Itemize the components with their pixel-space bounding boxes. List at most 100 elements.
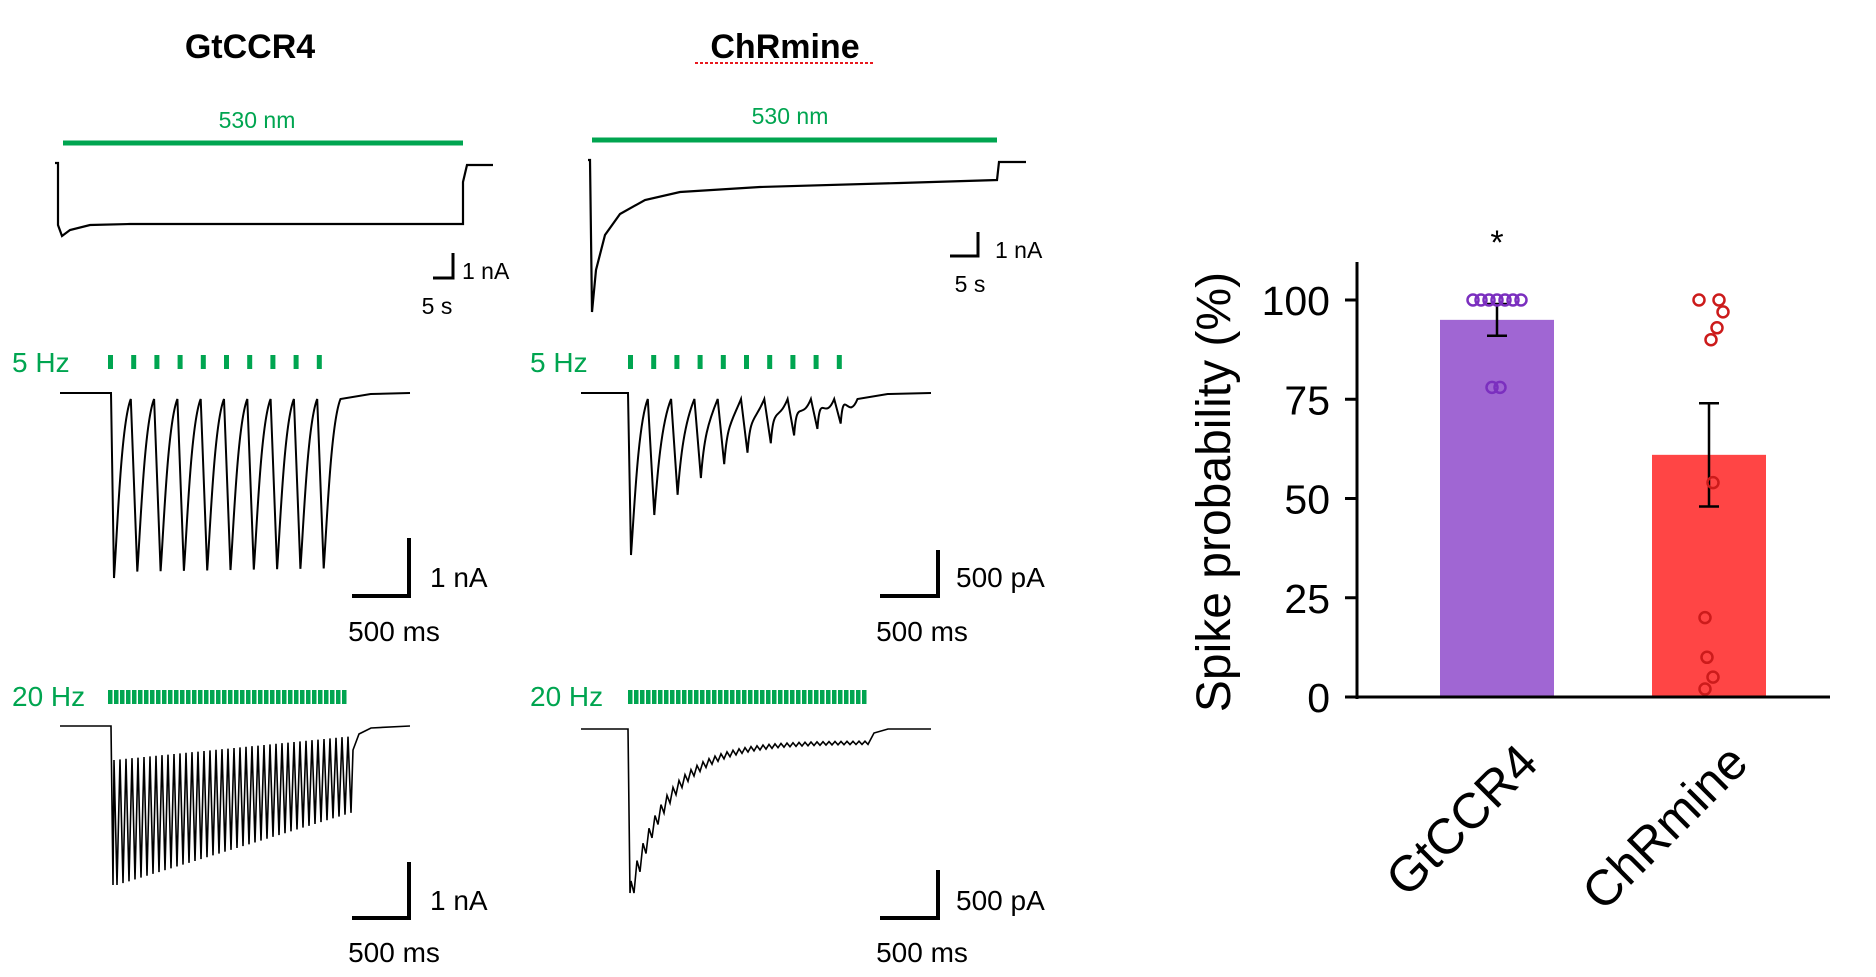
scale-bar — [880, 550, 940, 598]
light-pulse — [736, 690, 741, 704]
data-point — [1698, 610, 1712, 625]
scale-x-label: 500 ms — [348, 937, 440, 968]
light-pulse — [802, 690, 807, 704]
light-pulse — [628, 690, 633, 704]
light-pulse — [108, 690, 113, 704]
continuous-trace — [588, 158, 1026, 313]
light-pulse — [744, 355, 749, 369]
light-pulse — [820, 690, 825, 704]
light-pulse — [276, 690, 281, 704]
light-pulse — [658, 690, 663, 704]
light-pulse — [174, 690, 179, 704]
light-pulse — [342, 690, 347, 704]
light-pulse — [674, 355, 680, 369]
light-pulse — [836, 355, 842, 369]
light-pulse — [216, 690, 221, 704]
data-points — [1466, 293, 1730, 696]
light-pulse — [862, 690, 867, 704]
scale-bar — [880, 870, 940, 920]
y-axis-label: Spike probability (%) — [1188, 272, 1241, 712]
light-label: 530 nm — [219, 107, 296, 133]
light-pulse — [132, 690, 137, 704]
light-pulse — [180, 690, 185, 704]
light-pulse — [676, 690, 681, 704]
5hz-trace — [60, 392, 411, 579]
data-point — [1506, 293, 1520, 307]
y-tick-label: 25 — [1284, 576, 1330, 622]
scale-x-label: 500 ms — [348, 616, 440, 647]
y-tick-label: 75 — [1284, 377, 1330, 423]
data-point — [1706, 670, 1720, 684]
y-tick-label: 100 — [1262, 278, 1330, 324]
light-pulse — [790, 355, 796, 369]
data-point — [1706, 475, 1720, 490]
light-pulse — [246, 690, 251, 704]
scale-x-label: 500 ms — [876, 616, 968, 647]
light-pulse — [730, 690, 735, 704]
light-pulse — [306, 690, 311, 704]
data-point — [1482, 293, 1496, 307]
gtccr4-5hz-panel: 5 Hz 1 nA 500 ms — [12, 347, 488, 647]
light-pulse — [312, 690, 317, 704]
light-pulse — [200, 355, 206, 369]
light-pulse — [270, 690, 275, 704]
scale-bar — [950, 232, 980, 258]
light-pulse — [767, 355, 773, 369]
spike-probability-chart: Spike probability (%) 0 25 50 75 100 * GtCCR… — [1188, 224, 1830, 921]
light-pulse — [724, 690, 729, 704]
significance-marker: * — [1490, 224, 1503, 262]
light-pulse — [162, 690, 167, 704]
scale-x-label: 500 ms — [876, 937, 968, 968]
light-pulse — [150, 690, 155, 704]
light-pulse — [198, 690, 203, 704]
20hz-trace — [60, 725, 411, 886]
light-pulse — [664, 690, 669, 704]
light-pulse — [700, 690, 705, 704]
light-pulse — [652, 690, 657, 704]
scale-bar — [433, 253, 455, 280]
scale-bar — [352, 862, 411, 920]
light-pulse — [288, 690, 293, 704]
light-pulse — [688, 690, 693, 704]
light-pulse — [108, 355, 113, 369]
data-point — [1514, 293, 1528, 307]
scale-y-label: 500 pA — [956, 562, 1045, 593]
y-ticks: 0 25 50 75 100 — [1262, 278, 1357, 721]
category-label-chrmine: ChRmine — [1571, 734, 1758, 921]
frequency-label: 20 Hz — [530, 681, 603, 712]
scale-x-label: 5 s — [422, 293, 453, 319]
light-pulse — [712, 690, 717, 704]
light-label: 530 nm — [752, 103, 829, 129]
chrmine-5hz-panel: 5 Hz 500 pA 500 ms — [530, 347, 1045, 647]
light-pulse — [336, 690, 341, 704]
light-pulse — [144, 690, 149, 704]
bars — [1440, 319, 1766, 697]
light-pulse — [670, 690, 675, 704]
data-point — [1493, 380, 1507, 395]
scale-y-label: 1 nA — [430, 562, 488, 593]
light-pulse — [240, 690, 245, 704]
light-pulse — [720, 355, 726, 369]
data-point — [1485, 380, 1499, 395]
light-pulse — [224, 355, 229, 369]
light-pulse — [646, 690, 651, 704]
light-pulse — [796, 690, 801, 704]
light-pulse — [293, 355, 299, 369]
scale-bar — [352, 538, 411, 598]
data-point — [1692, 293, 1706, 307]
light-pulse — [651, 355, 657, 369]
light-pulse — [120, 690, 125, 704]
data-point — [1710, 321, 1724, 335]
data-point — [1466, 293, 1480, 307]
scale-x-label: 5 s — [955, 271, 986, 297]
light-pulse — [131, 355, 137, 369]
light-pulse — [258, 690, 263, 704]
light-pulse — [778, 690, 783, 704]
light-pulse — [228, 690, 233, 704]
scale-y-label: 500 pA — [956, 885, 1045, 916]
light-pulse — [330, 690, 335, 704]
light-pulse — [760, 690, 765, 704]
light-pulse — [784, 690, 789, 704]
light-pulse — [766, 690, 771, 704]
light-pulse — [850, 690, 855, 704]
